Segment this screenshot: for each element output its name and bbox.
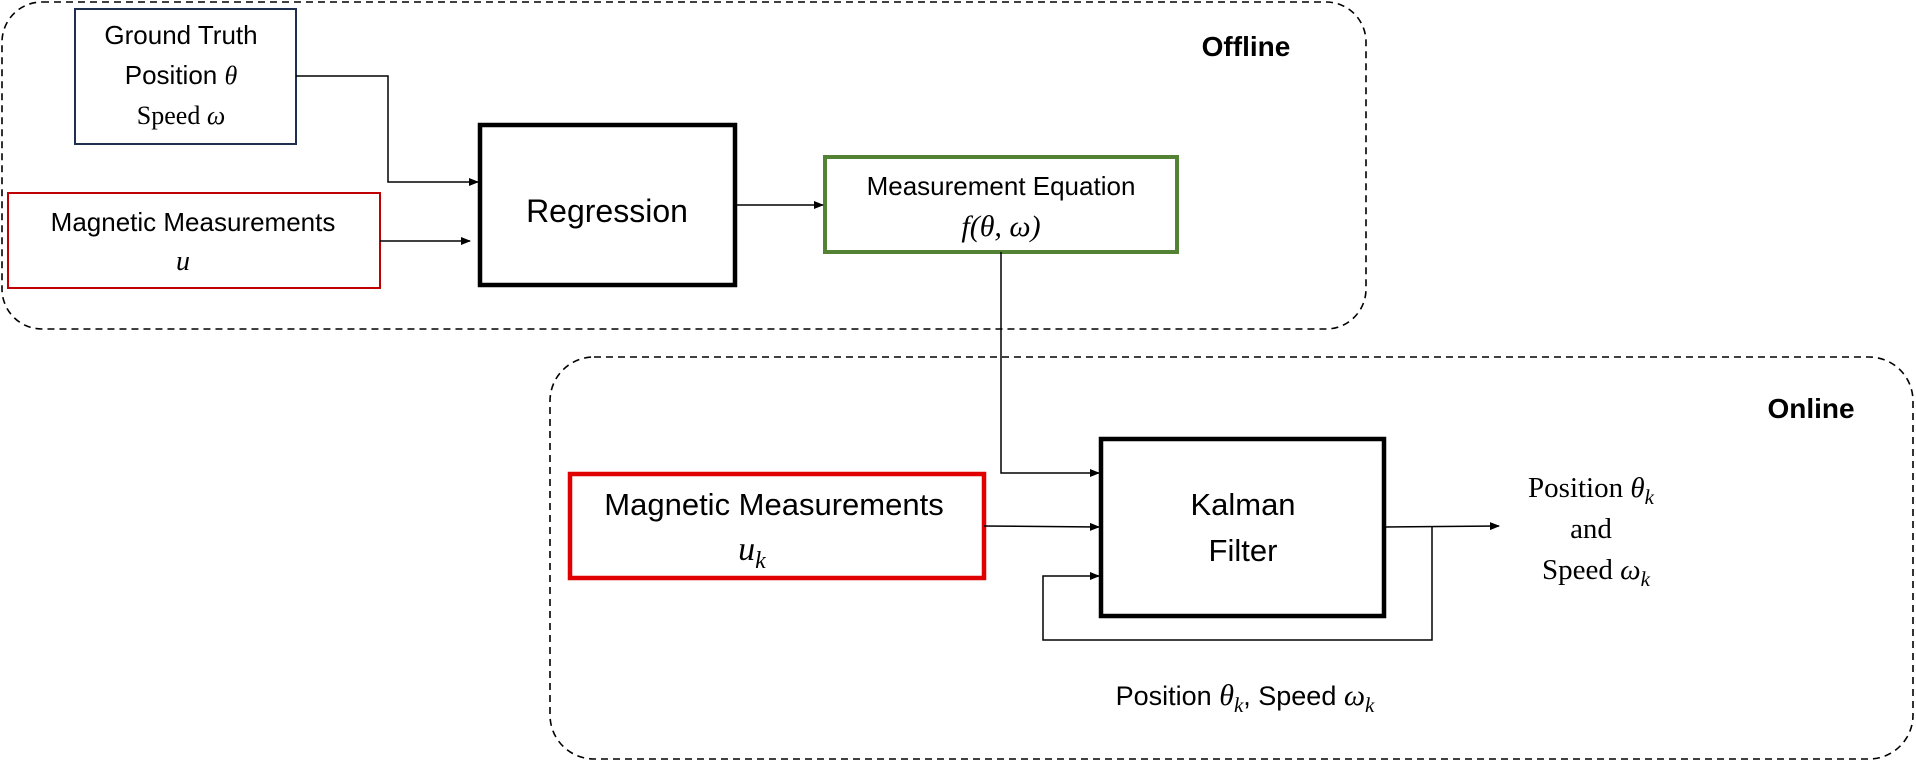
output-speed: Speed ωk [1542, 554, 1651, 591]
feedback-label: Position θk, Speed ωk [1116, 679, 1375, 717]
measurement-equation-to-kalman-arrow [1000, 252, 1100, 477]
magnetic-online-to-kalman-arrow [983, 522, 1100, 531]
magnetic-measurements-online-box [567, 471, 987, 581]
online-label: Online [1767, 393, 1854, 424]
output-and: and [1570, 513, 1612, 545]
online-region [549, 356, 1914, 760]
kalman-to-output-arrow [1383, 522, 1500, 531]
ground-truth-speed: Speed ω [137, 101, 225, 130]
ground-truth-position: Position θ [125, 60, 238, 90]
kalman-filter-line1: Kalman [1190, 487, 1295, 522]
magnetic-measurements-offline-box [7, 192, 381, 289]
regression-label: Regression [526, 193, 688, 229]
regression-box [477, 122, 738, 288]
ground-truth-box [74, 8, 297, 145]
offline-region [1, 1, 1367, 330]
kalman-filter-box [1098, 436, 1387, 619]
offline-label: Offline [1202, 31, 1291, 62]
output-position: Position θk [1528, 472, 1655, 509]
magnetic-measurements-offline-var: u [176, 246, 190, 277]
magnetic-measurements-online-var: uk [738, 531, 766, 574]
ground-truth-title: Ground Truth [104, 20, 257, 50]
measurement-equation-box [823, 155, 1179, 254]
magnetic-measurements-online-title: Magnetic Measurements [604, 487, 943, 522]
measurement-equation-formula: f(θ, ω) [961, 210, 1040, 243]
feedback-loop-arrow [1042, 527, 1433, 641]
measurement-equation-title: Measurement Equation [867, 171, 1136, 201]
ground-truth-to-regression-arrow [296, 75, 479, 186]
kalman-filter-line2: Filter [1209, 533, 1278, 568]
magnetic-measurements-offline-title: Magnetic Measurements [51, 207, 336, 237]
